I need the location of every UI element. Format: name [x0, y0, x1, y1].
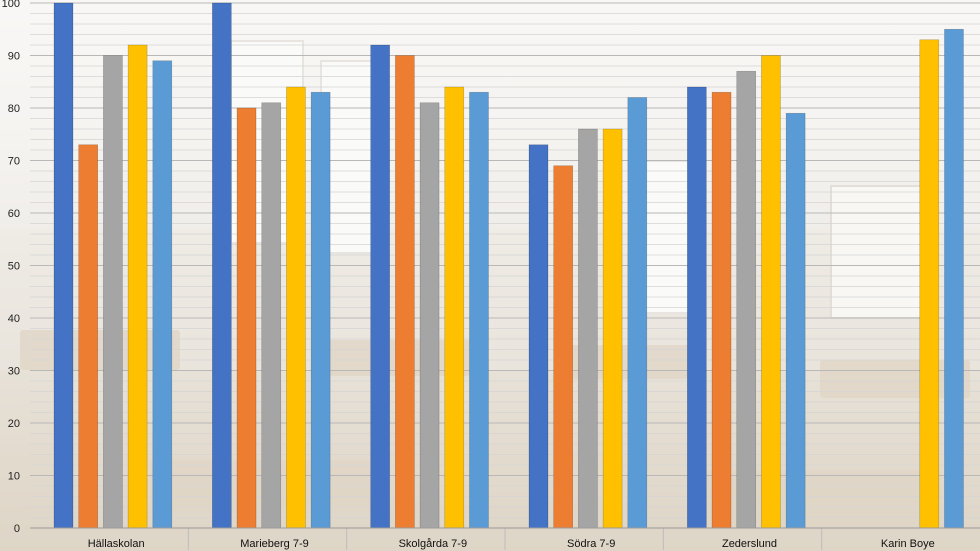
bar: [944, 28, 964, 529]
x-category-label: Skolgårda 7-9: [399, 538, 468, 550]
bar: [785, 112, 806, 529]
y-tick-label: 30: [8, 366, 20, 378]
y-tick-label: 10: [8, 471, 20, 483]
bar: [286, 86, 306, 529]
bar: [152, 60, 173, 529]
bar: [103, 55, 123, 529]
x-category-label: Zederslund: [722, 538, 777, 550]
y-tick-label: 70: [8, 156, 20, 168]
bar: [553, 165, 574, 529]
bar: [687, 86, 707, 529]
y-tick-label: 100: [2, 0, 20, 10]
y-tick-label: 0: [14, 523, 20, 535]
x-category-label: Södra 7-9: [567, 538, 615, 550]
x-category-label: Karin Boye: [881, 538, 935, 550]
y-tick-label: 50: [8, 261, 20, 273]
y-tick-label: 40: [8, 313, 20, 325]
bar: [469, 91, 489, 529]
bar: [919, 39, 940, 529]
bar: [528, 144, 549, 529]
y-tick-label: 90: [8, 51, 20, 63]
bar: [395, 55, 415, 529]
bar: [310, 91, 331, 529]
x-category-label: Hällaskolan: [88, 538, 145, 550]
bar: [53, 2, 74, 529]
x-axis: Hällaskolan Marieberg 7-9 Skolgårda 7-9 Söd…: [30, 527, 980, 550]
bar: [711, 91, 732, 529]
y-tick-label: 80: [8, 103, 20, 115]
bar: [212, 2, 232, 529]
y-axis: 0 10 20 30 40 50 60 70 80 90 100: [2, 0, 20, 535]
x-category-label: Marieberg 7-9: [240, 538, 308, 550]
bar: [127, 44, 148, 529]
bar: [761, 55, 781, 529]
bar: [236, 107, 257, 529]
bar: [602, 128, 623, 529]
y-tick-label: 20: [8, 418, 20, 430]
gridlines: [30, 2, 980, 550]
y-tick-label: 60: [8, 208, 20, 220]
bar: [736, 70, 757, 529]
bar: [627, 97, 648, 529]
bars: [53, 2, 964, 529]
bar: [578, 128, 598, 529]
bar: [78, 144, 98, 529]
bar: [444, 86, 465, 529]
bar: [370, 44, 390, 529]
bar: [419, 102, 440, 529]
bar: [261, 102, 282, 529]
